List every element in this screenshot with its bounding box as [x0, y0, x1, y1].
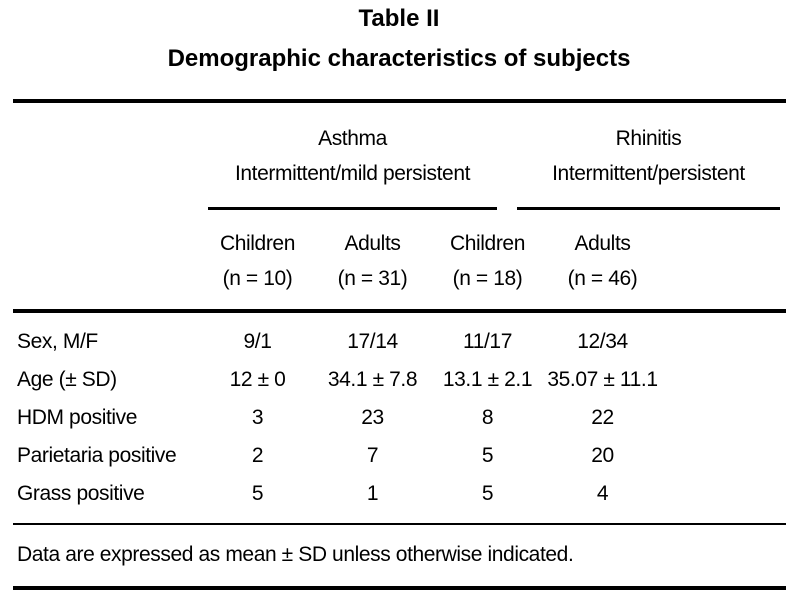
- table-cell: 4: [596, 482, 609, 505]
- column-header: Adults (n = 31): [315, 226, 430, 296]
- table-cell: 5: [481, 482, 494, 505]
- table-cell: 3: [251, 406, 264, 429]
- table-body: Sex, M/F 9/1 17/14 11/17 12/34 Age (± SD…: [13, 323, 787, 513]
- table-cell: 5: [251, 482, 264, 505]
- column-header: Children (n = 18): [430, 226, 545, 296]
- table-cell: 17/14: [347, 330, 398, 353]
- rhinitis-spanner-rule: [517, 207, 780, 210]
- table-cell: 20: [591, 444, 614, 467]
- table-number: Table II: [358, 5, 440, 32]
- table-cell: 7: [366, 444, 379, 467]
- table-cell: 34.1 ± 7.8: [327, 368, 418, 391]
- column-label: Children: [449, 232, 525, 255]
- row-label: HDM positive: [17, 406, 138, 429]
- table-cell: 35.07 ± 11.1: [547, 368, 658, 391]
- header-body-rule: [13, 309, 786, 313]
- table-cell: 12/34: [577, 330, 628, 353]
- column-n: (n = 18): [452, 267, 523, 290]
- top-rule: [13, 99, 786, 103]
- table-cell: 2: [251, 444, 264, 467]
- table-cell: 12 ± 0: [229, 368, 286, 391]
- group-name: Asthma: [318, 127, 387, 150]
- table-cell: 1: [366, 482, 379, 505]
- row-label: Age (± SD): [17, 368, 117, 391]
- column-group-asthma: Asthma Intermittent/mild persistent: [208, 121, 497, 191]
- table-cell: 22: [591, 406, 614, 429]
- group-name: Rhinitis: [615, 127, 682, 150]
- row-label: Sex, M/F: [17, 330, 98, 353]
- row-label: Parietaria positive: [17, 444, 177, 467]
- row-label: Grass positive: [17, 482, 145, 505]
- column-n: (n = 31): [337, 267, 408, 290]
- asthma-spanner-rule: [208, 207, 497, 210]
- corner-cell: [13, 226, 200, 296]
- group-severity: Intermittent/mild persistent: [234, 162, 471, 185]
- table-footnote: Data are expressed as mean ± SD unless o…: [17, 543, 574, 566]
- column-label: Children: [219, 232, 295, 255]
- group-severity: Intermittent/persistent: [552, 162, 745, 185]
- column-label: Adults: [344, 232, 401, 255]
- column-label: Adults: [574, 232, 631, 255]
- column-group-rhinitis: Rhinitis Intermittent/persistent: [517, 121, 780, 191]
- table-cell: 8: [481, 406, 494, 429]
- column-header: Children (n = 10): [200, 226, 315, 296]
- table-cell: 11/17: [463, 330, 512, 353]
- column-n: (n = 10): [222, 267, 293, 290]
- body-footnote-rule: [13, 523, 786, 525]
- column-n: (n = 46): [567, 267, 638, 290]
- table-title: Demographic characteristics of subjects: [167, 45, 631, 72]
- table-cell: 13.1 ± 2.1: [442, 368, 533, 391]
- table-cell: 23: [361, 406, 384, 429]
- table-cell: 5: [481, 444, 494, 467]
- bottom-rule: [13, 586, 786, 590]
- table-cell: 9/1: [243, 330, 272, 353]
- column-header: Adults (n = 46): [545, 226, 660, 296]
- column-header-row: Children (n = 10) Adults (n = 31) Childr…: [13, 226, 787, 296]
